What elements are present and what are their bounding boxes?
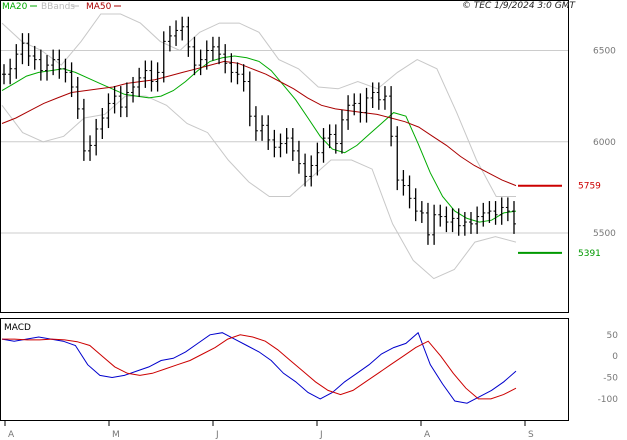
ma20-line — [1, 55, 517, 223]
price-tick-label: 6500 — [593, 47, 616, 57]
macd-axis: 50 0 -50 -100 — [598, 331, 619, 405]
macd-tick-label: 0 — [612, 352, 618, 362]
price-levels: 5759 5391 — [518, 182, 601, 259]
price-tick-label: 6000 — [593, 138, 616, 148]
month-tick-label: M — [112, 430, 120, 440]
legend: MA20 BBands MA50 — [2, 2, 121, 12]
price-tick-label: 5500 — [593, 229, 616, 239]
bband-line — [1, 13, 516, 197]
legend-bbands-label: BBands — [41, 2, 75, 12]
month-tick-label: J — [215, 430, 219, 440]
price-bars — [2, 16, 516, 245]
bollinger-bands — [1, 13, 517, 280]
level-label: 5759 — [578, 182, 601, 192]
source-copyright: © TEC 1/9/2024 3:0 GMT — [462, 1, 577, 11]
macd-tick-label: -100 — [598, 395, 619, 405]
macd-panel-label: MACD — [4, 323, 31, 333]
legend-ma20-label: MA20 — [2, 2, 28, 12]
price-panel-frame — [0, 0, 569, 313]
month-tick-label: A — [8, 430, 15, 440]
signal-line — [2, 334, 517, 400]
macd-lines — [1, 331, 517, 404]
bband-line — [1, 95, 517, 280]
macd-line — [1, 331, 517, 404]
level-label: 5391 — [578, 249, 601, 259]
month-tick-label: J — [319, 430, 323, 440]
month-tick-label: A — [424, 430, 431, 440]
grid — [1, 50, 568, 234]
macd-tick-label: -50 — [603, 374, 618, 384]
price-axis: 6500 6000 5500 — [593, 47, 616, 240]
month-tick-label: S — [528, 430, 534, 440]
ma50-line — [1, 60, 517, 187]
moving-averages — [1, 55, 517, 223]
macd-tick-label: 50 — [607, 331, 619, 341]
legend-ma50-label: MA50 — [86, 2, 112, 12]
indicator-panel-frame — [0, 318, 569, 421]
